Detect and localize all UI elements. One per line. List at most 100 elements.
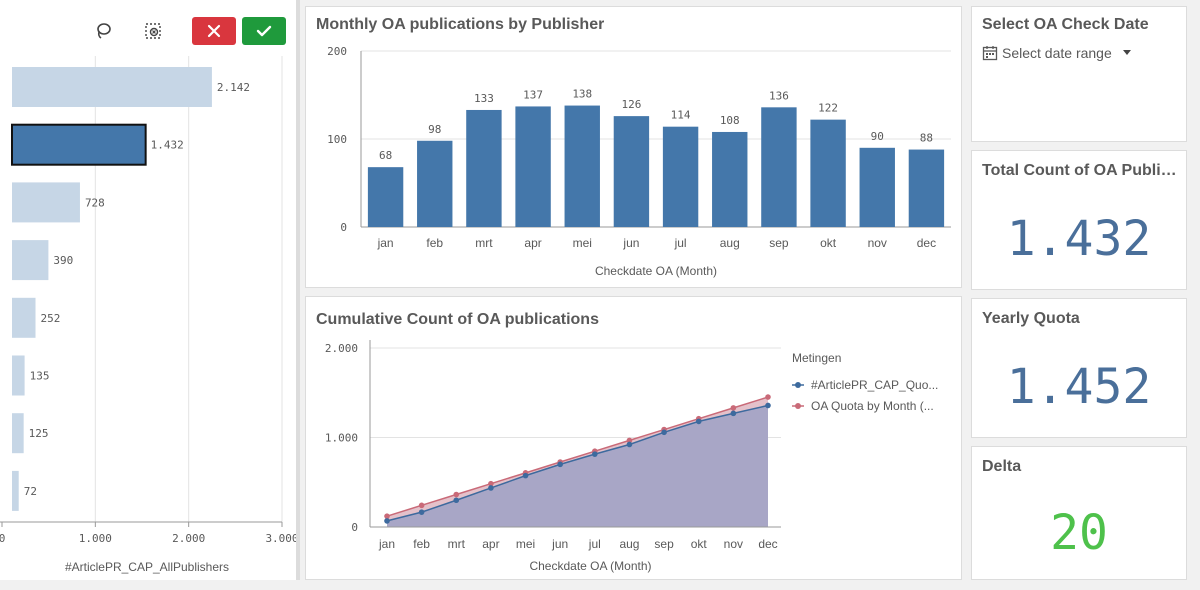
bar-value-label: 728 [85,196,105,209]
series2-point [418,502,425,509]
x-tick-label: 3.000 [265,532,296,545]
series1-point [592,451,598,457]
monthly-chart-panel: Monthly OA publications by Publisher 0 10… [305,6,962,288]
publisher-bar[interactable] [12,67,212,107]
x-tick-label: jul [588,537,601,551]
series2-point [626,437,633,444]
kpi-total-title: Total Count of OA Publica... [982,162,1182,179]
publisher-bar[interactable] [12,297,36,338]
y-tick-label: 0 [351,521,358,534]
x-tick-label: aug [720,236,740,250]
data-label: 133 [474,92,494,105]
kpi-delta-value: 20 [1050,505,1108,561]
date-range-placeholder: Select date range [1002,45,1112,61]
monthly-bar-chart[interactable]: 0 100 200 68 jan 98 feb 133 mrt 137 apr 138 mei 126 ju… [306,7,963,289]
series2-line [386,396,769,517]
publisher-bar-chart-panel: 0 1.000 2.000 3.000 2.142 1.432 728 390 252 135 12… [0,56,299,580]
series1-point [695,418,702,425]
x-tick-label: sep [769,236,789,250]
close-icon [207,24,221,38]
series1-area [387,405,768,527]
x-tick-label: okt [820,236,837,250]
data-label: 98 [428,123,441,136]
bar-jul[interactable] [662,126,699,227]
check-icon [256,25,272,37]
series1-point [453,497,460,504]
y-tick-label: 200 [327,45,347,58]
publisher-bar[interactable] [12,470,19,511]
x-axis-title: #ArticlePR_CAP_AllPublishers [65,560,229,574]
kpi-delta-panel: Delta 20 [971,446,1187,580]
data-label: 138 [572,88,592,101]
legend-title: Metingen [792,351,841,365]
x-tick-label: aug [619,537,639,551]
kpi-delta-title: Delta [982,458,1022,475]
series2-point [765,394,771,400]
bar-sep[interactable] [761,107,797,227]
bar-value-label: 125 [29,427,49,440]
x-tick-label: jun [622,236,639,250]
x-tick-label: sep [654,537,674,551]
x-tick-label: dec [917,236,936,250]
publisher-bar[interactable] [12,413,24,454]
data-label: 122 [818,102,838,115]
bar-apr[interactable] [515,106,551,227]
bar-dec[interactable] [908,149,945,227]
publisher-bar[interactable] [12,182,80,223]
cumulative-chart-panel: Cumulative Count of OA publications 0 1.0… [305,296,962,580]
bar-nov[interactable] [859,147,895,227]
date-range-selector[interactable]: Select date range [982,45,1134,61]
x-tick-label: mei [573,236,592,250]
bar-jun[interactable] [613,116,650,227]
bar-aug[interactable] [712,131,748,227]
series1-point [730,410,737,417]
x-tick-label: 2.000 [172,532,205,545]
panel-divider [296,0,300,580]
lasso-icon[interactable] [92,20,114,42]
x-tick-label: jul [674,236,687,250]
cancel-selection-button[interactable] [192,17,236,45]
bar-mei[interactable] [564,105,600,227]
data-label: 126 [621,98,641,111]
bar-value-label: 1.432 [151,139,184,152]
series1-point [557,461,563,468]
x-tick-label: mei [516,537,535,551]
x-tick-label: 0 [0,532,5,545]
clear-selection-icon[interactable] [142,20,164,42]
bar-jan[interactable] [367,167,404,227]
calendar-icon [982,46,998,61]
x-tick-label: 1.000 [79,532,112,545]
x-tick-label: okt [691,537,708,551]
legend-item[interactable]: OA Quota by Month (... [811,399,934,413]
x-tick-label: mrt [475,236,493,250]
bar-feb[interactable] [417,140,453,227]
kpi-total-panel: Total Count of OA Publica... 1.432 [971,150,1187,290]
x-axis-title: Checkdate OA (Month) [595,264,717,278]
kpi-quota-value: 1.452 [1006,359,1152,415]
kpi-total-value: 1.432 [1006,211,1152,267]
publisher-bar[interactable] [11,123,147,166]
series1-point [488,485,494,491]
confirm-selection-button[interactable] [242,17,286,45]
x-axis-title: Checkdate OA (Month) [529,559,651,573]
publisher-bar-chart[interactable]: 0 1.000 2.000 3.000 2.142 1.432 728 390 252 135 12… [0,56,299,580]
legend-swatch-dot [795,403,801,409]
bar-okt[interactable] [810,119,846,227]
x-tick-label: apr [524,236,541,250]
bar-mrt[interactable] [466,109,502,227]
series1-point [765,402,771,409]
bar-value-label: 390 [53,254,73,267]
data-label: 114 [671,109,691,122]
series1-point [626,441,633,448]
y-tick-label: 2.000 [325,342,358,355]
publisher-bar[interactable] [12,355,25,396]
date-filter-panel: Select OA Check Date Select date range [971,6,1187,142]
x-tick-label: jan [378,537,395,551]
legend-item[interactable]: #ArticlePR_CAP_Quo... [811,378,938,392]
series1-point [522,472,529,479]
data-label: 90 [871,130,884,143]
series2-point [488,480,494,487]
cumulative-area-chart[interactable]: 0 1.000 2.000 jan feb mrt apr mei jun jul aug sep ok… [306,297,963,581]
publisher-bar[interactable] [12,240,49,281]
y-tick-label: 1.000 [325,432,358,445]
